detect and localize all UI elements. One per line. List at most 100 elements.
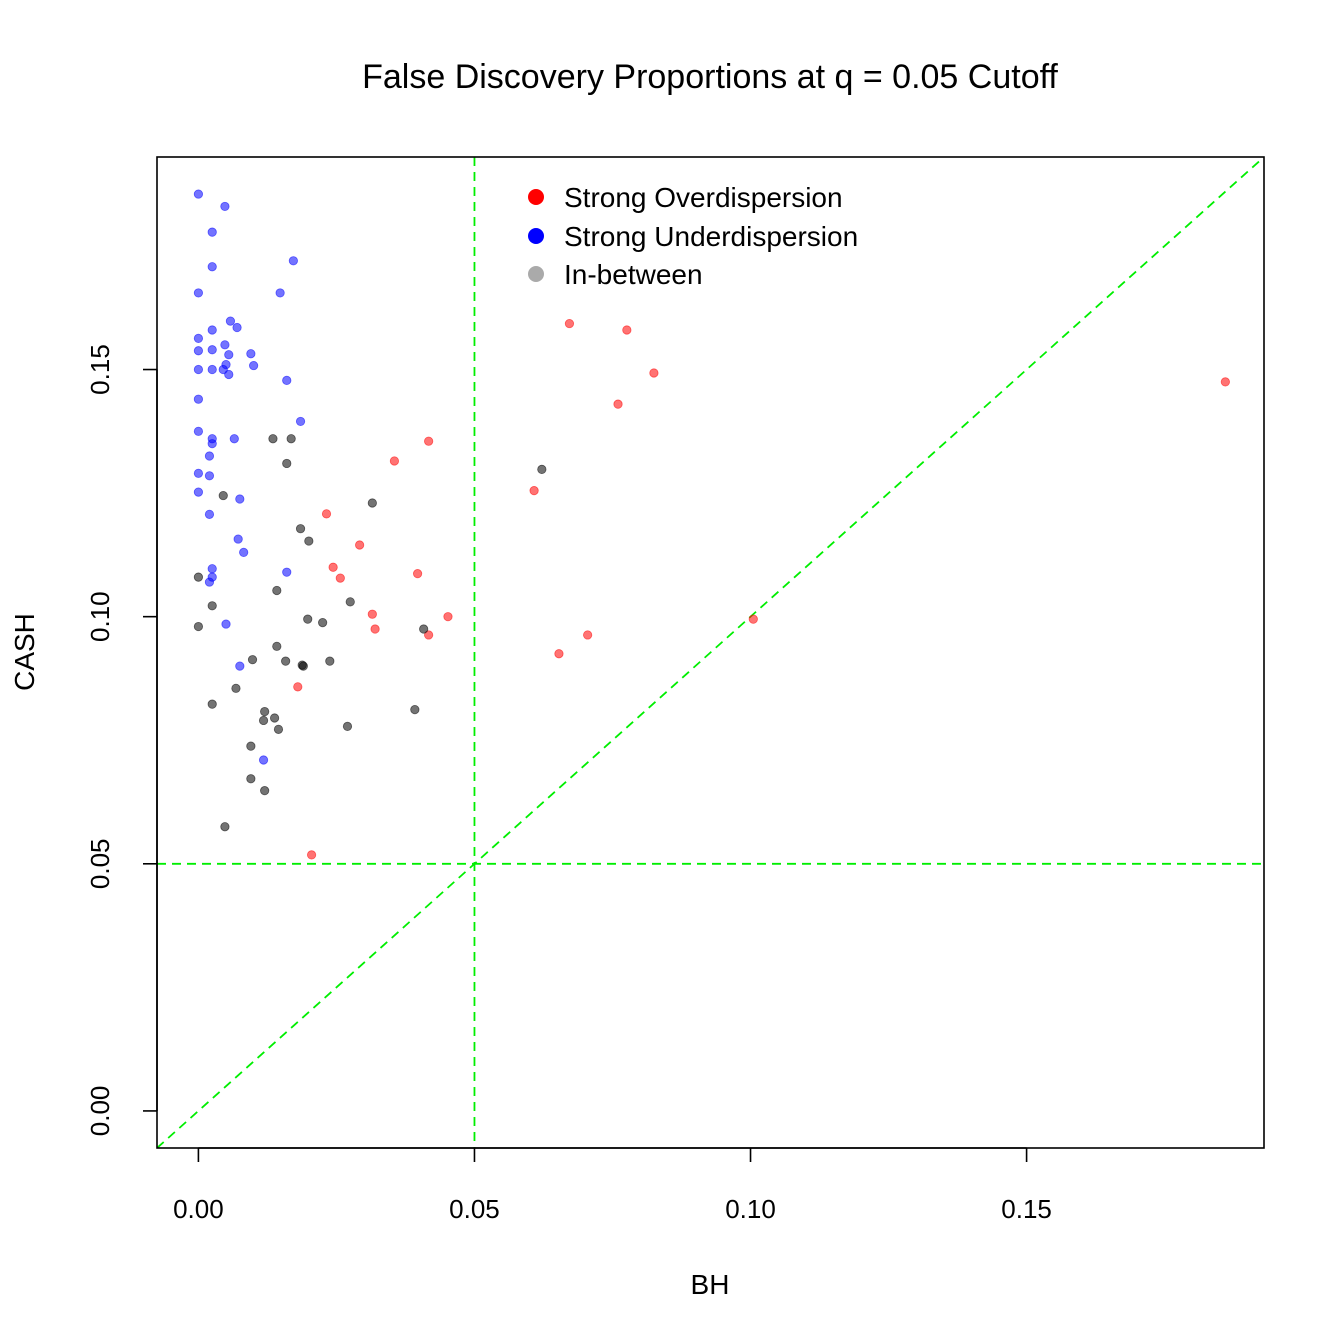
data-point — [224, 350, 234, 360]
data-point — [389, 456, 400, 466]
data-point — [318, 617, 328, 628]
data-point — [193, 333, 204, 343]
x-tick-label: 0.15 — [1001, 1194, 1052, 1224]
data-point — [193, 346, 204, 356]
y-tick-label: 0.15 — [85, 344, 115, 395]
data-point — [306, 850, 317, 860]
data-point — [204, 471, 215, 481]
data-point — [258, 755, 269, 765]
data-point — [258, 715, 269, 726]
data-point — [273, 724, 284, 734]
data-point — [275, 288, 285, 298]
data-point — [246, 774, 256, 784]
data-point — [367, 498, 377, 508]
data-point — [193, 189, 204, 199]
legend: Strong Overdispersion Strong Underdisper… — [528, 182, 858, 290]
data-point — [342, 721, 353, 731]
data-point — [207, 325, 217, 335]
data-point — [231, 683, 241, 693]
data-point — [272, 641, 282, 651]
data-point — [583, 630, 593, 640]
data-point — [229, 434, 239, 444]
diagonal-reference-line — [157, 157, 1264, 1148]
data-point — [207, 364, 217, 375]
data-point — [554, 649, 564, 659]
data-point — [325, 656, 335, 666]
data-point — [193, 288, 204, 298]
data-point — [410, 704, 420, 715]
data-point — [282, 567, 292, 577]
data-point — [193, 364, 204, 375]
x-axis: 0.00 0.05 0.10 0.15 — [173, 1147, 1052, 1224]
data-point — [282, 375, 292, 386]
data-point — [232, 322, 242, 333]
data-point — [193, 621, 204, 632]
data-point — [220, 201, 230, 212]
data-point — [193, 468, 204, 478]
y-axis: 0.00 0.05 0.10 0.15 — [85, 344, 158, 1137]
data-point — [224, 369, 234, 380]
data-point — [321, 509, 332, 519]
data-point — [424, 630, 434, 640]
data-point — [748, 614, 758, 624]
data-point — [286, 434, 296, 444]
data-point — [193, 394, 204, 404]
data-point — [220, 822, 230, 832]
x-tick-label: 0.05 — [449, 1194, 500, 1224]
data-point — [204, 451, 215, 461]
data-point — [207, 227, 217, 237]
data-point — [288, 256, 298, 266]
data-point — [239, 547, 249, 558]
y-tick-label: 0.05 — [85, 838, 115, 889]
data-point — [247, 655, 258, 665]
data-point — [335, 573, 345, 583]
data-point — [246, 741, 256, 751]
data-point — [328, 562, 338, 572]
y-axis-title: CASH — [9, 613, 40, 691]
data-point — [370, 624, 380, 634]
data-point — [207, 439, 217, 449]
data-point — [355, 540, 365, 550]
x-axis-title: BH — [691, 1269, 730, 1300]
data-point — [268, 434, 278, 444]
reference-lines — [157, 157, 1264, 1148]
data-point — [367, 609, 377, 619]
data-point — [193, 426, 204, 436]
data-point — [529, 486, 539, 496]
data-point — [537, 464, 547, 474]
data-point — [564, 318, 575, 329]
y-tick-label: 0.00 — [85, 1086, 115, 1137]
data-point — [235, 661, 245, 671]
data-point — [207, 345, 217, 355]
legend-marker-in-between — [528, 266, 544, 282]
data-point — [233, 534, 243, 544]
data-point — [295, 524, 306, 534]
data-point — [282, 458, 292, 469]
data-point — [1220, 377, 1230, 387]
data-point — [295, 416, 306, 427]
data-point — [193, 487, 204, 497]
data-point — [249, 360, 259, 371]
data-point — [235, 494, 245, 504]
series-strong-underdispersion — [193, 189, 306, 765]
data-point — [260, 706, 270, 717]
series-strong-overdispersion — [293, 318, 1230, 860]
data-point — [303, 614, 313, 624]
data-point — [298, 661, 308, 671]
data-point — [272, 585, 282, 596]
legend-marker-overdispersion — [528, 189, 544, 205]
data-point — [246, 349, 256, 359]
data-point — [443, 612, 453, 622]
data-point — [204, 577, 215, 587]
data-point — [345, 597, 355, 607]
legend-label-overdispersion: Strong Overdispersion — [564, 182, 843, 213]
data-point — [613, 399, 623, 409]
data-point — [260, 786, 270, 796]
data-point — [304, 536, 314, 546]
data-point — [419, 624, 429, 634]
y-tick-label: 0.10 — [85, 591, 115, 642]
data-point — [281, 656, 291, 666]
data-point — [225, 316, 236, 326]
